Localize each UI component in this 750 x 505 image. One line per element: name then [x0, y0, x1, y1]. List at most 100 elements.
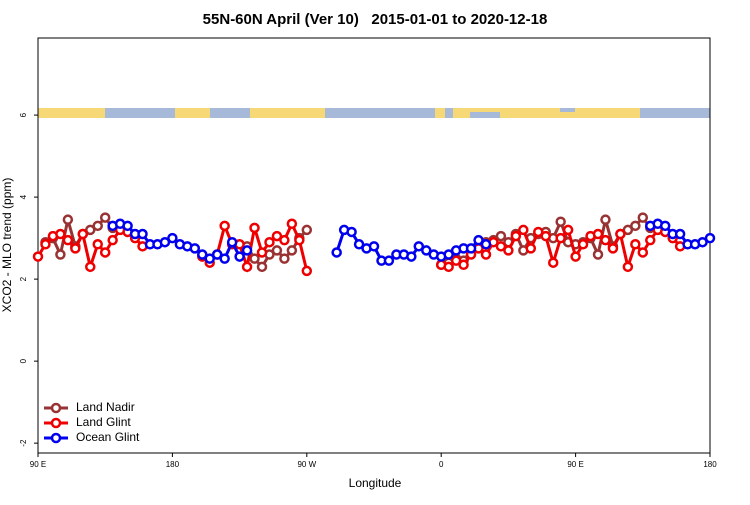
point [62, 234, 74, 246]
point [533, 226, 544, 238]
x-tick-label: 90 E [567, 460, 583, 469]
legend-label: Land Nadir [76, 400, 135, 414]
map-strip [38, 108, 710, 118]
point [473, 234, 484, 246]
point [510, 230, 522, 242]
y-tick-label: -2 [19, 439, 28, 447]
point [413, 241, 425, 252]
point [249, 253, 260, 264]
point [607, 243, 619, 254]
point [480, 239, 492, 250]
point [525, 243, 537, 254]
point [368, 241, 380, 252]
x-tick-label: 0 [439, 460, 444, 469]
point [189, 243, 201, 254]
point [592, 249, 604, 260]
point [450, 255, 462, 266]
y-tick-label: 0 [19, 358, 28, 363]
point [301, 265, 313, 277]
point [503, 245, 514, 256]
point [40, 239, 51, 250]
point [615, 228, 626, 240]
point [674, 228, 686, 240]
point [279, 234, 290, 246]
y-axis-label: XCO2 - MLO trend (ppm) [0, 178, 14, 313]
chart-title: 55N-60N April (Ver 10) 2015-01-01 to 202… [203, 11, 548, 28]
point [256, 261, 268, 273]
y-tick-label: 4 [19, 194, 28, 199]
point [331, 247, 342, 258]
legend-label: Ocean Glint [76, 430, 140, 444]
point [137, 228, 148, 240]
point [92, 220, 103, 232]
point [55, 249, 66, 260]
point [55, 228, 66, 240]
point [421, 245, 432, 256]
legend-marker [50, 402, 62, 414]
point [241, 261, 253, 273]
x-tick-label: 90 W [297, 460, 316, 469]
point [704, 232, 716, 244]
point [406, 251, 417, 262]
point [518, 224, 529, 236]
point [540, 230, 551, 242]
point [495, 230, 507, 242]
point [70, 243, 81, 254]
point [294, 234, 305, 246]
point [480, 249, 492, 260]
point [85, 261, 96, 273]
point [271, 230, 283, 242]
point [547, 257, 559, 268]
point [577, 239, 589, 250]
point [630, 220, 641, 232]
point [286, 245, 298, 256]
point [600, 214, 611, 225]
point [122, 220, 133, 232]
point [99, 247, 111, 258]
x-tick-label: 180 [703, 460, 717, 469]
point [570, 251, 581, 262]
point [637, 212, 649, 223]
point [465, 243, 477, 254]
point [279, 253, 290, 264]
legend-marker [50, 417, 62, 429]
point [443, 249, 454, 260]
point [167, 232, 178, 244]
point [659, 220, 671, 232]
point [495, 241, 507, 252]
point [630, 239, 641, 250]
y-tick-label: 6 [19, 112, 28, 117]
point [645, 234, 656, 246]
point [697, 236, 708, 248]
point [197, 249, 208, 260]
point [77, 228, 89, 240]
point [219, 253, 230, 264]
point [301, 224, 313, 236]
point [592, 228, 604, 240]
x-tick-label: 180 [166, 460, 180, 469]
x-tick-label: 90 E [30, 460, 46, 469]
point [622, 261, 634, 273]
point [346, 226, 357, 238]
point [249, 222, 260, 234]
point [85, 224, 96, 236]
point [637, 247, 649, 258]
y-tick-label: 2 [19, 276, 28, 281]
point [62, 214, 74, 225]
point [241, 245, 253, 256]
point [264, 236, 275, 248]
point [383, 255, 395, 266]
point [107, 234, 118, 246]
point [555, 232, 566, 244]
legend-marker [50, 432, 62, 444]
x-axis-label: Longitude [349, 476, 402, 490]
plot-frame [37, 37, 711, 454]
legend-label: Land Glint [76, 415, 131, 429]
point [622, 224, 634, 236]
point [32, 251, 44, 262]
point [353, 239, 365, 250]
point [226, 236, 238, 248]
point [211, 249, 223, 260]
point [256, 247, 268, 258]
